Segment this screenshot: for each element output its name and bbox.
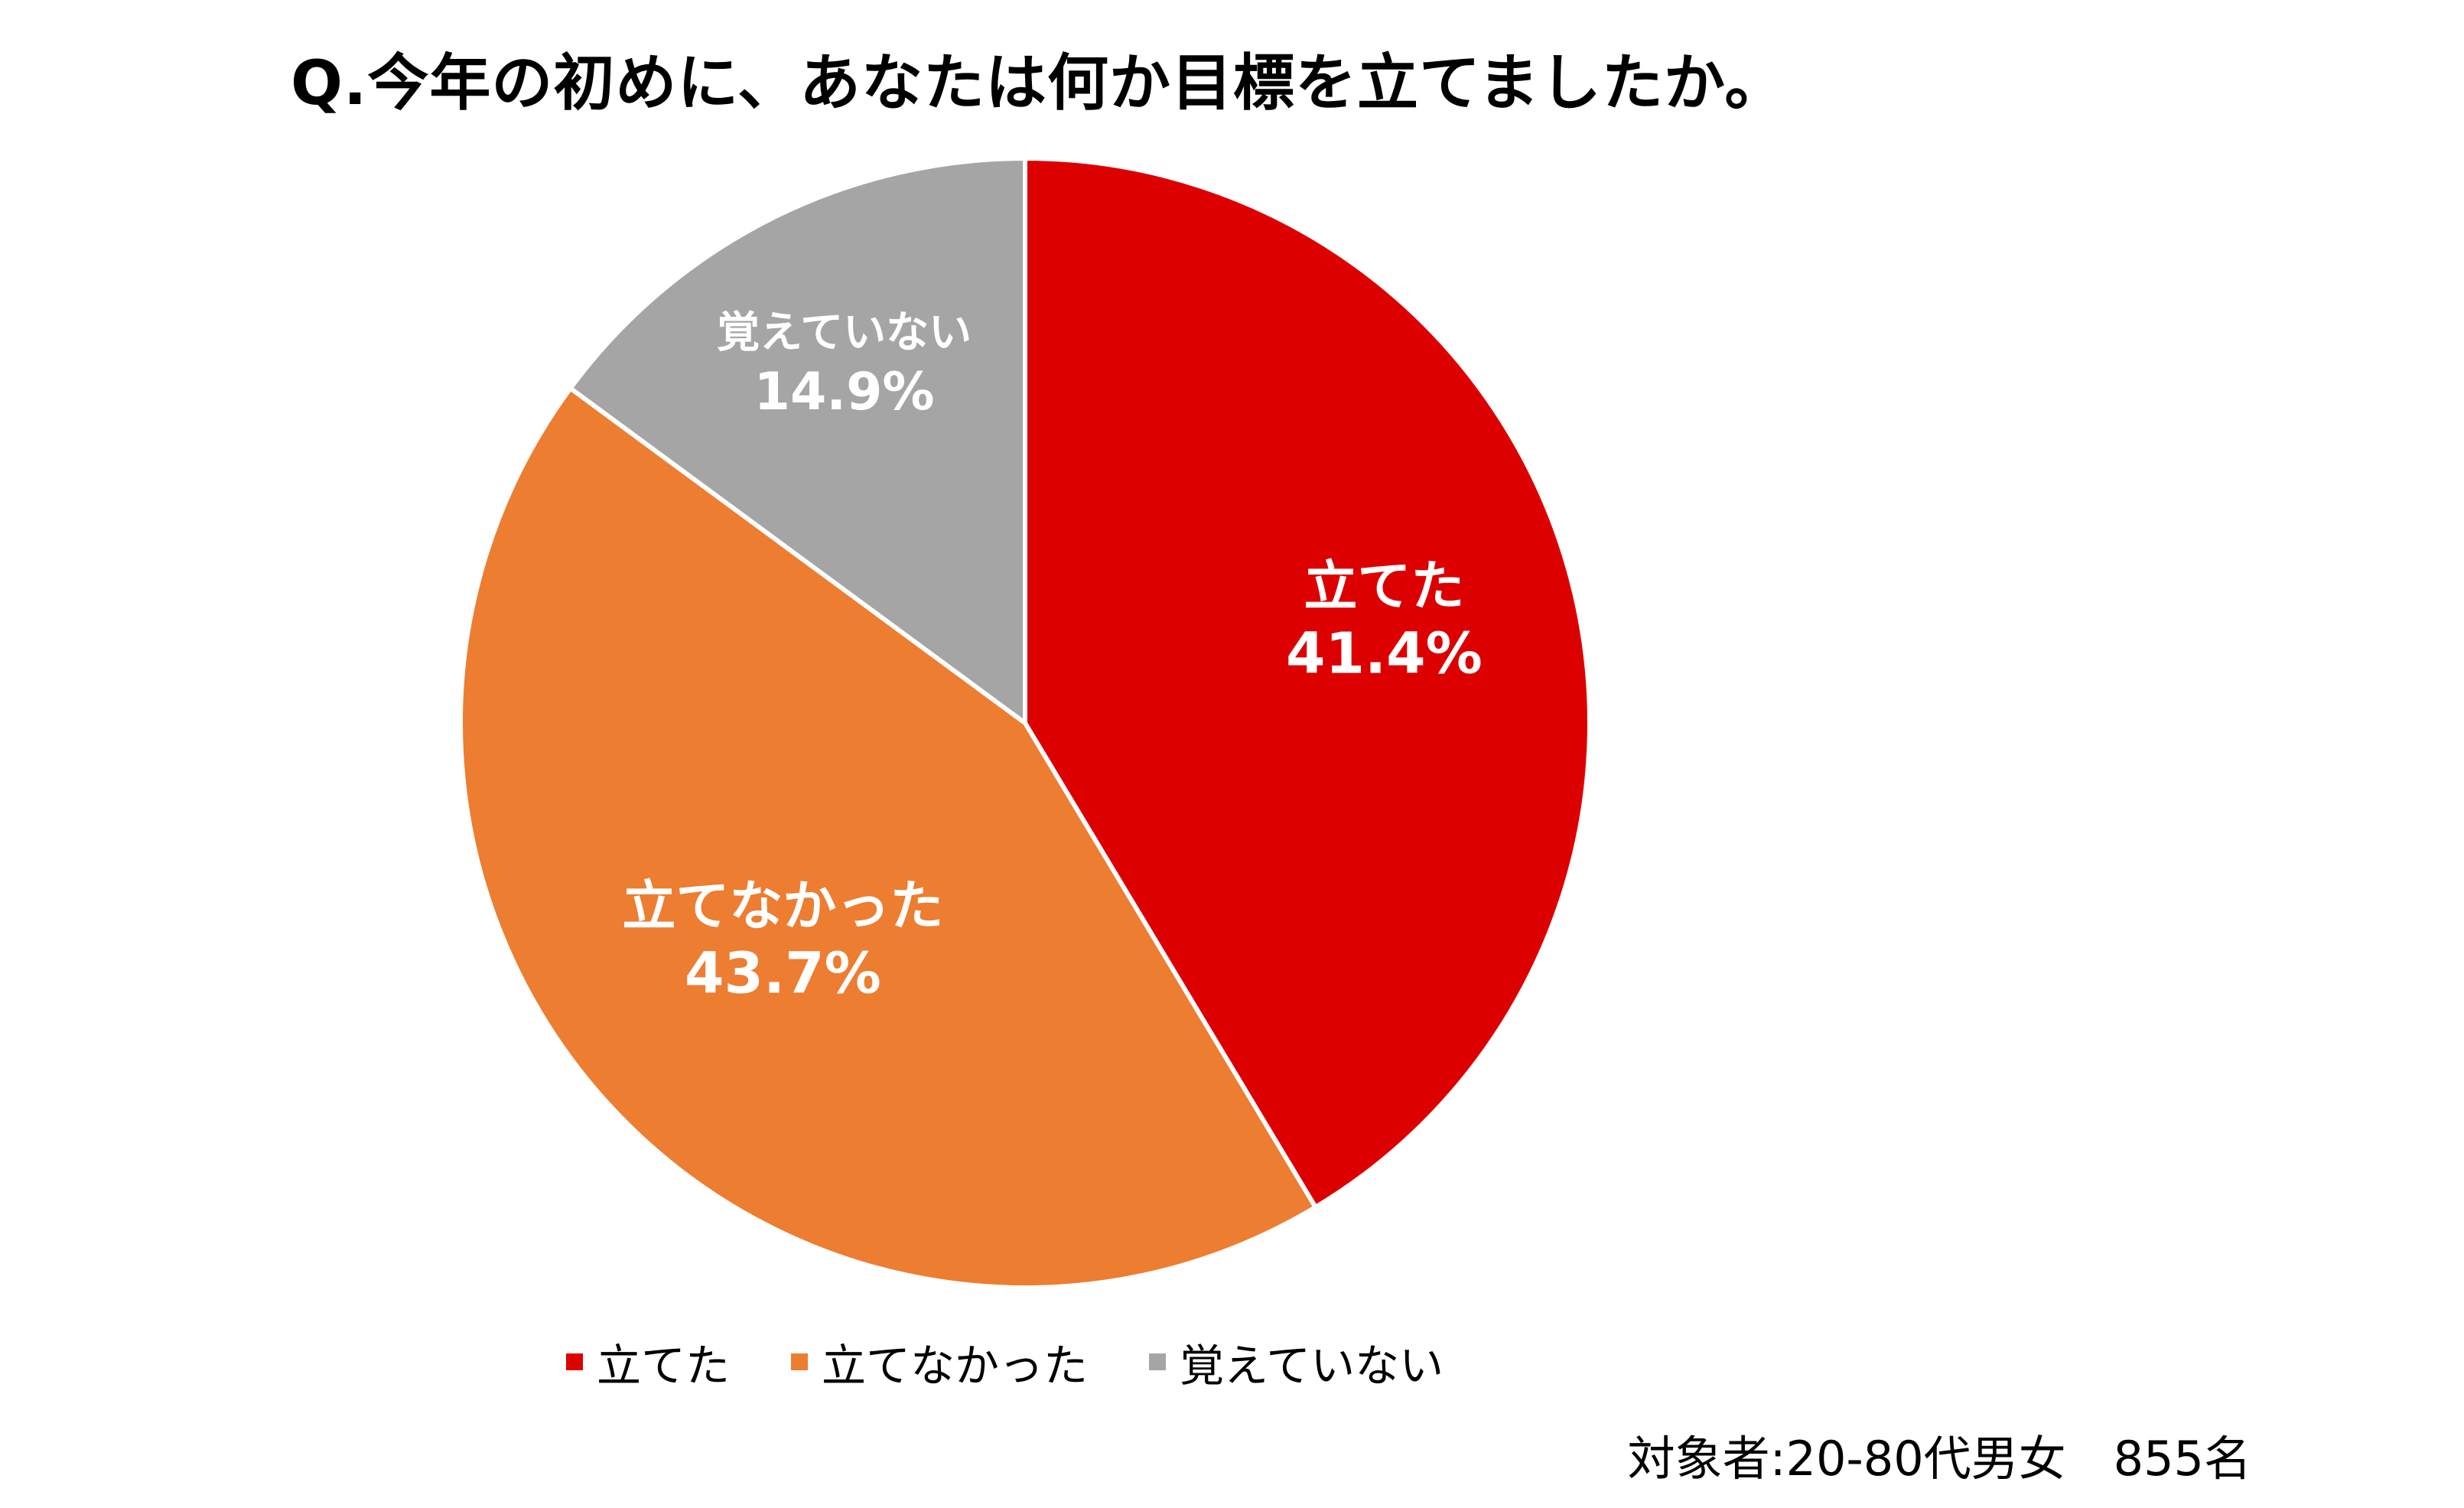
slice-category-label: 立てなかった xyxy=(622,875,943,937)
slice-value-label: 14.9% xyxy=(754,362,935,422)
chart-title: Q.今年の初めに、あなたは何か目標を立てましたか。 xyxy=(291,47,1787,119)
slice-value-label: 43.7% xyxy=(685,941,881,1007)
legend-item: 立てた xyxy=(566,1330,730,1394)
chart-legend: 立てた 立てなかった 覚えていない xyxy=(566,1330,1505,1394)
pie-slice xyxy=(458,386,1318,1290)
legend-swatch xyxy=(566,1353,583,1370)
legend-label: 立てなかった xyxy=(822,1340,1089,1392)
legend-swatch xyxy=(791,1353,809,1370)
legend-item: 覚えていない xyxy=(1149,1330,1444,1394)
sample-footnote: 対象者:20-80代男女 855名 xyxy=(1627,1431,2251,1487)
pie-slice xyxy=(1023,156,1592,1210)
slice-value-label: 41.4% xyxy=(1286,620,1483,686)
slice-category-label: 覚えていない xyxy=(717,308,972,358)
pie-slice xyxy=(568,156,1027,725)
legend-label: 覚えていない xyxy=(1180,1340,1444,1392)
legend-swatch xyxy=(1149,1353,1167,1370)
legend-label: 立てた xyxy=(597,1340,731,1392)
slice-category-label: 立てた xyxy=(1304,555,1464,617)
legend-item: 立てなかった xyxy=(791,1330,1088,1394)
